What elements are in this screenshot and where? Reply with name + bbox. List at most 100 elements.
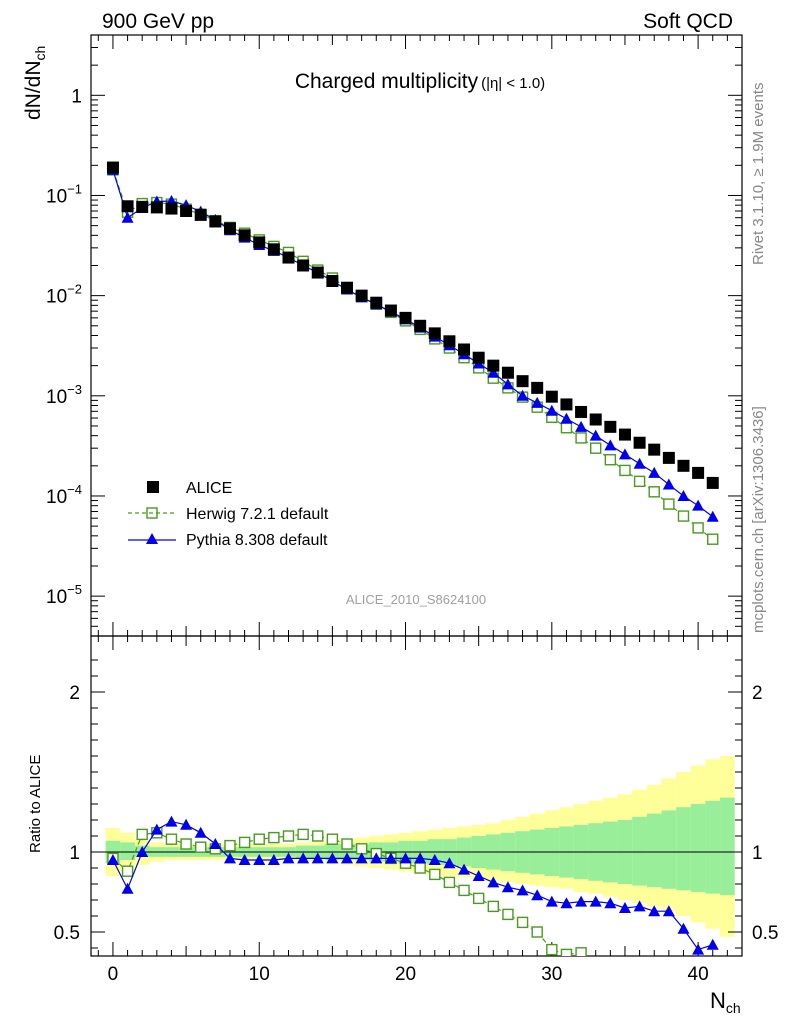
alice-main-point xyxy=(106,161,119,174)
alice-main-point xyxy=(136,200,149,213)
alice-main-point xyxy=(253,236,266,249)
pythia-ratio-point xyxy=(297,852,310,864)
alice-main-point xyxy=(531,381,544,394)
alice-main-point xyxy=(662,451,675,464)
herwig-ratio-point xyxy=(165,833,178,845)
pythia-main-point xyxy=(662,478,675,490)
pythia-ratio-point xyxy=(458,863,471,875)
pythia-ratio-point xyxy=(282,852,295,864)
pythia-ratio-point xyxy=(194,826,207,838)
pythia-main-point xyxy=(560,412,573,424)
alice-main-point xyxy=(575,405,588,418)
alice-main-point xyxy=(458,343,471,356)
pythia-ratio-point xyxy=(209,838,222,849)
herwig-ratio-point xyxy=(341,838,353,850)
alice-main-point xyxy=(545,390,558,403)
pythia-ratio-point xyxy=(443,857,456,869)
legend-label-herwig: Herwig 7.2.1 default xyxy=(186,506,329,523)
ratio-band-inner xyxy=(632,816,647,886)
herwig-ratio-point xyxy=(502,908,514,921)
alice-main-point xyxy=(267,243,280,256)
alice-main-point xyxy=(326,275,339,288)
herwig-main-point xyxy=(692,522,704,534)
pythia-ratio-point xyxy=(560,897,573,909)
alice-main-point xyxy=(311,266,324,279)
alice-main-point xyxy=(589,413,602,426)
alice-main-point xyxy=(706,476,719,489)
rivet-text: Rivet 3.1.10, ≥ 1.9M events xyxy=(750,83,767,266)
ratio-band-inner xyxy=(661,810,677,889)
pythia-ratio-point xyxy=(501,881,514,893)
herwig-ratio-point xyxy=(472,892,485,905)
herwig-main-point xyxy=(707,533,719,545)
alice-main-point xyxy=(355,289,368,302)
main-y-axis-label: dN/dNch xyxy=(22,46,48,120)
herwig-main-point xyxy=(560,422,573,434)
alice-main-point xyxy=(282,251,295,264)
alice-main-point xyxy=(341,281,354,294)
herwig-ratio-point xyxy=(414,862,426,874)
alice-main-point xyxy=(414,319,427,332)
ratio-y-tick-label: 2 xyxy=(69,683,80,704)
pythia-ratio-point xyxy=(531,889,544,901)
pythia-ratio-point xyxy=(311,852,324,864)
herwig-ratio-point xyxy=(282,830,295,842)
pythia-main-point xyxy=(121,211,134,223)
main-y-tick-label: 10−2 xyxy=(46,282,82,308)
pythia-ratio-point xyxy=(575,895,588,907)
x-tick-label: 20 xyxy=(395,964,416,985)
chart-title-main: Charged multiplicity xyxy=(295,70,479,93)
herwig-ratio-point xyxy=(268,831,280,844)
pythia-ratio-point xyxy=(267,854,280,865)
main-y-tick-exp: −3 xyxy=(67,382,82,397)
herwig-ratio-point xyxy=(355,843,368,855)
pythia-main-point xyxy=(487,366,500,378)
herwig-ratio-point xyxy=(516,916,529,929)
main-y-tick-base: 1 xyxy=(71,86,82,107)
ratio-y-tick-label-right: 1 xyxy=(752,843,763,864)
pythia-main-point xyxy=(501,378,514,390)
x-axis-label: Nch xyxy=(710,988,741,1016)
x-tick-label: 10 xyxy=(249,964,270,985)
alice-main-point xyxy=(180,204,193,217)
herwig-ratio-point xyxy=(531,926,543,938)
pythia-main-point xyxy=(706,510,719,522)
herwig-main-point xyxy=(575,432,587,444)
main-y-tick-base: 10 xyxy=(46,387,67,408)
chart-title-suffix: (|η| < 1.0) xyxy=(481,75,545,92)
pythia-main-point xyxy=(604,439,617,451)
legend-marker-pythia xyxy=(146,533,158,544)
alice-main-point xyxy=(692,466,705,479)
pythia-main-point xyxy=(516,389,529,401)
pythia-main-point xyxy=(589,429,602,441)
pythia-ratio-point xyxy=(150,823,163,835)
main-y-axis-label-text: dN/dN xyxy=(22,60,45,120)
pythia-ratio-point xyxy=(677,922,690,934)
alice-main-point xyxy=(223,222,236,235)
pythia-ratio-point xyxy=(618,902,631,913)
pythia-ratio-point xyxy=(472,870,485,881)
main-y-tick-base: 10 xyxy=(46,186,67,207)
ratio-y-axis-label: Ratio to ALICE xyxy=(27,755,44,853)
alice-main-point xyxy=(238,229,251,242)
pythia-ratio-point xyxy=(370,852,383,864)
pythia-ratio-point xyxy=(633,900,646,912)
pythia-ratio-point xyxy=(341,852,354,864)
main-y-tick-label: 10−4 xyxy=(46,482,82,508)
main-y-axis-label-sub: ch xyxy=(32,46,48,61)
main-y-tick-base: 10 xyxy=(46,487,67,508)
main-y-tick-base: 10 xyxy=(46,587,67,608)
pythia-ratio-point xyxy=(589,895,602,907)
header-right: Soft QCD xyxy=(643,10,733,33)
pythia-ratio-point xyxy=(136,846,149,857)
pythia-ratio-point xyxy=(106,854,119,865)
herwig-ratio-point xyxy=(195,841,207,853)
header-left: 900 GeV pp xyxy=(102,10,214,33)
alice-main-point xyxy=(677,459,690,472)
mcplots-text: mcplots.cern.ch [arXiv:1306.3436] xyxy=(750,406,767,633)
main-y-tick-exp: −2 xyxy=(67,282,82,297)
alice-main-point xyxy=(370,296,383,309)
pythia-main-point xyxy=(531,396,544,408)
herwig-main-point xyxy=(590,442,602,454)
